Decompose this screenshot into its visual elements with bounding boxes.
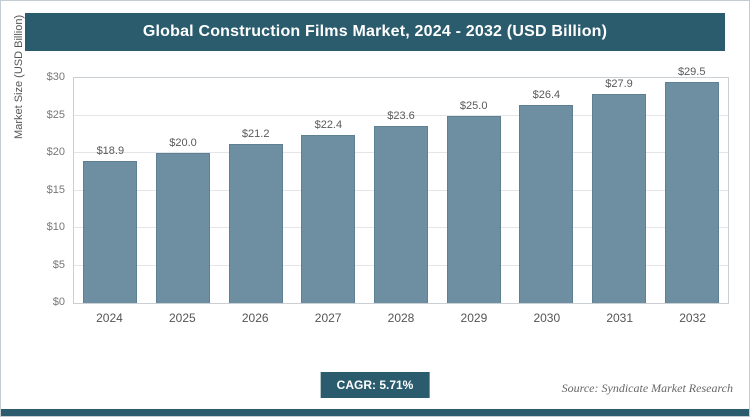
bar-value-label: $26.4 bbox=[532, 89, 561, 101]
y-axis-ticks: $0 $5 $10 $15 $20 $25 $30 bbox=[37, 71, 73, 308]
bar-2031: $27.9 bbox=[592, 78, 646, 303]
x-axis-labels: 2024 2025 2026 2027 2028 2029 2030 2031 2032 bbox=[73, 311, 729, 325]
y-tick-label: $25 bbox=[46, 108, 65, 121]
bar-slot: $20.0 bbox=[147, 78, 220, 303]
bar-2032: $29.5 bbox=[664, 66, 719, 303]
bottom-accent-bar bbox=[1, 409, 749, 416]
x-tick-label: 2027 bbox=[314, 311, 342, 325]
bar-slot: $21.2 bbox=[219, 78, 292, 303]
bar-slot: $18.9 bbox=[74, 78, 147, 303]
grid-line bbox=[74, 114, 728, 116]
source-note: Source: Syndicate Market Research bbox=[561, 381, 733, 395]
bar-slot: $29.5 bbox=[655, 66, 728, 303]
x-tick-label: 2026 bbox=[241, 311, 269, 325]
y-tick-label: $0 bbox=[52, 296, 65, 308]
bar-2027: $22.4 bbox=[301, 119, 356, 303]
y-tick-label: $5 bbox=[52, 258, 65, 271]
bar-2030: $26.4 bbox=[519, 89, 574, 303]
y-tick-label: $30 bbox=[46, 71, 65, 83]
bar-value-label: $20.0 bbox=[169, 137, 197, 150]
chart-footer: CAGR: 5.71% Source: Syndicate Market Res… bbox=[1, 372, 749, 398]
x-tick-label: 2030 bbox=[533, 311, 561, 325]
y-tick-label: $20 bbox=[46, 146, 65, 159]
x-tick-label: 2025 bbox=[168, 311, 196, 325]
bar-slot: $27.9 bbox=[583, 78, 656, 303]
x-tick-label: 2032 bbox=[679, 311, 706, 325]
chart-title-bar: Global Construction Films Market, 2024 -… bbox=[25, 13, 725, 51]
cagr-badge: CAGR: 5.71% bbox=[320, 372, 430, 398]
bar-2028: $23.6 bbox=[374, 110, 428, 303]
bar-slot: $22.4 bbox=[292, 78, 365, 303]
x-tick-label: 2031 bbox=[606, 311, 634, 325]
bar-slot: $23.6 bbox=[365, 78, 438, 303]
bar-2026: $21.2 bbox=[228, 128, 283, 303]
bar-series: $18.9 $20.0 $21.2 $22.4 $23.6 $25.0 $26.4 $27.9… bbox=[74, 66, 728, 303]
bar-value-label: $25.0 bbox=[459, 99, 488, 112]
bar-slot: $26.4 bbox=[510, 78, 583, 303]
y-tick-label: $10 bbox=[46, 221, 65, 234]
bar-slot: $25.0 bbox=[437, 78, 510, 303]
bar-2025: $20.0 bbox=[156, 137, 210, 303]
y-axis-title: Market Size (USD Billion) bbox=[13, 14, 25, 139]
bar-value-label: $22.4 bbox=[314, 119, 343, 131]
bar-value-label: $18.9 bbox=[96, 145, 125, 158]
chart-title: Global Construction Films Market, 2024 -… bbox=[142, 23, 608, 40]
x-tick-label: 2024 bbox=[96, 311, 123, 325]
bar-2024: $18.9 bbox=[83, 145, 138, 303]
bar-value-label: $29.5 bbox=[677, 65, 706, 78]
chart-area: Market Size (USD Billion) $0 $5 $10 $15 $20 $… bbox=[13, 15, 729, 325]
y-tick-label: $15 bbox=[46, 183, 65, 196]
plot-area: $18.9 $20.0 $21.2 $22.4 $23.6 $25.0 $26.4 $27.9… bbox=[73, 66, 729, 304]
x-tick-label: 2028 bbox=[387, 311, 415, 325]
bar-2029: $25.0 bbox=[446, 100, 501, 303]
bar-value-label: $23.6 bbox=[387, 110, 415, 122]
bar-value-label: $27.9 bbox=[605, 77, 633, 90]
bar-value-label: $21.2 bbox=[241, 128, 270, 141]
x-tick-label: 2029 bbox=[460, 311, 488, 325]
